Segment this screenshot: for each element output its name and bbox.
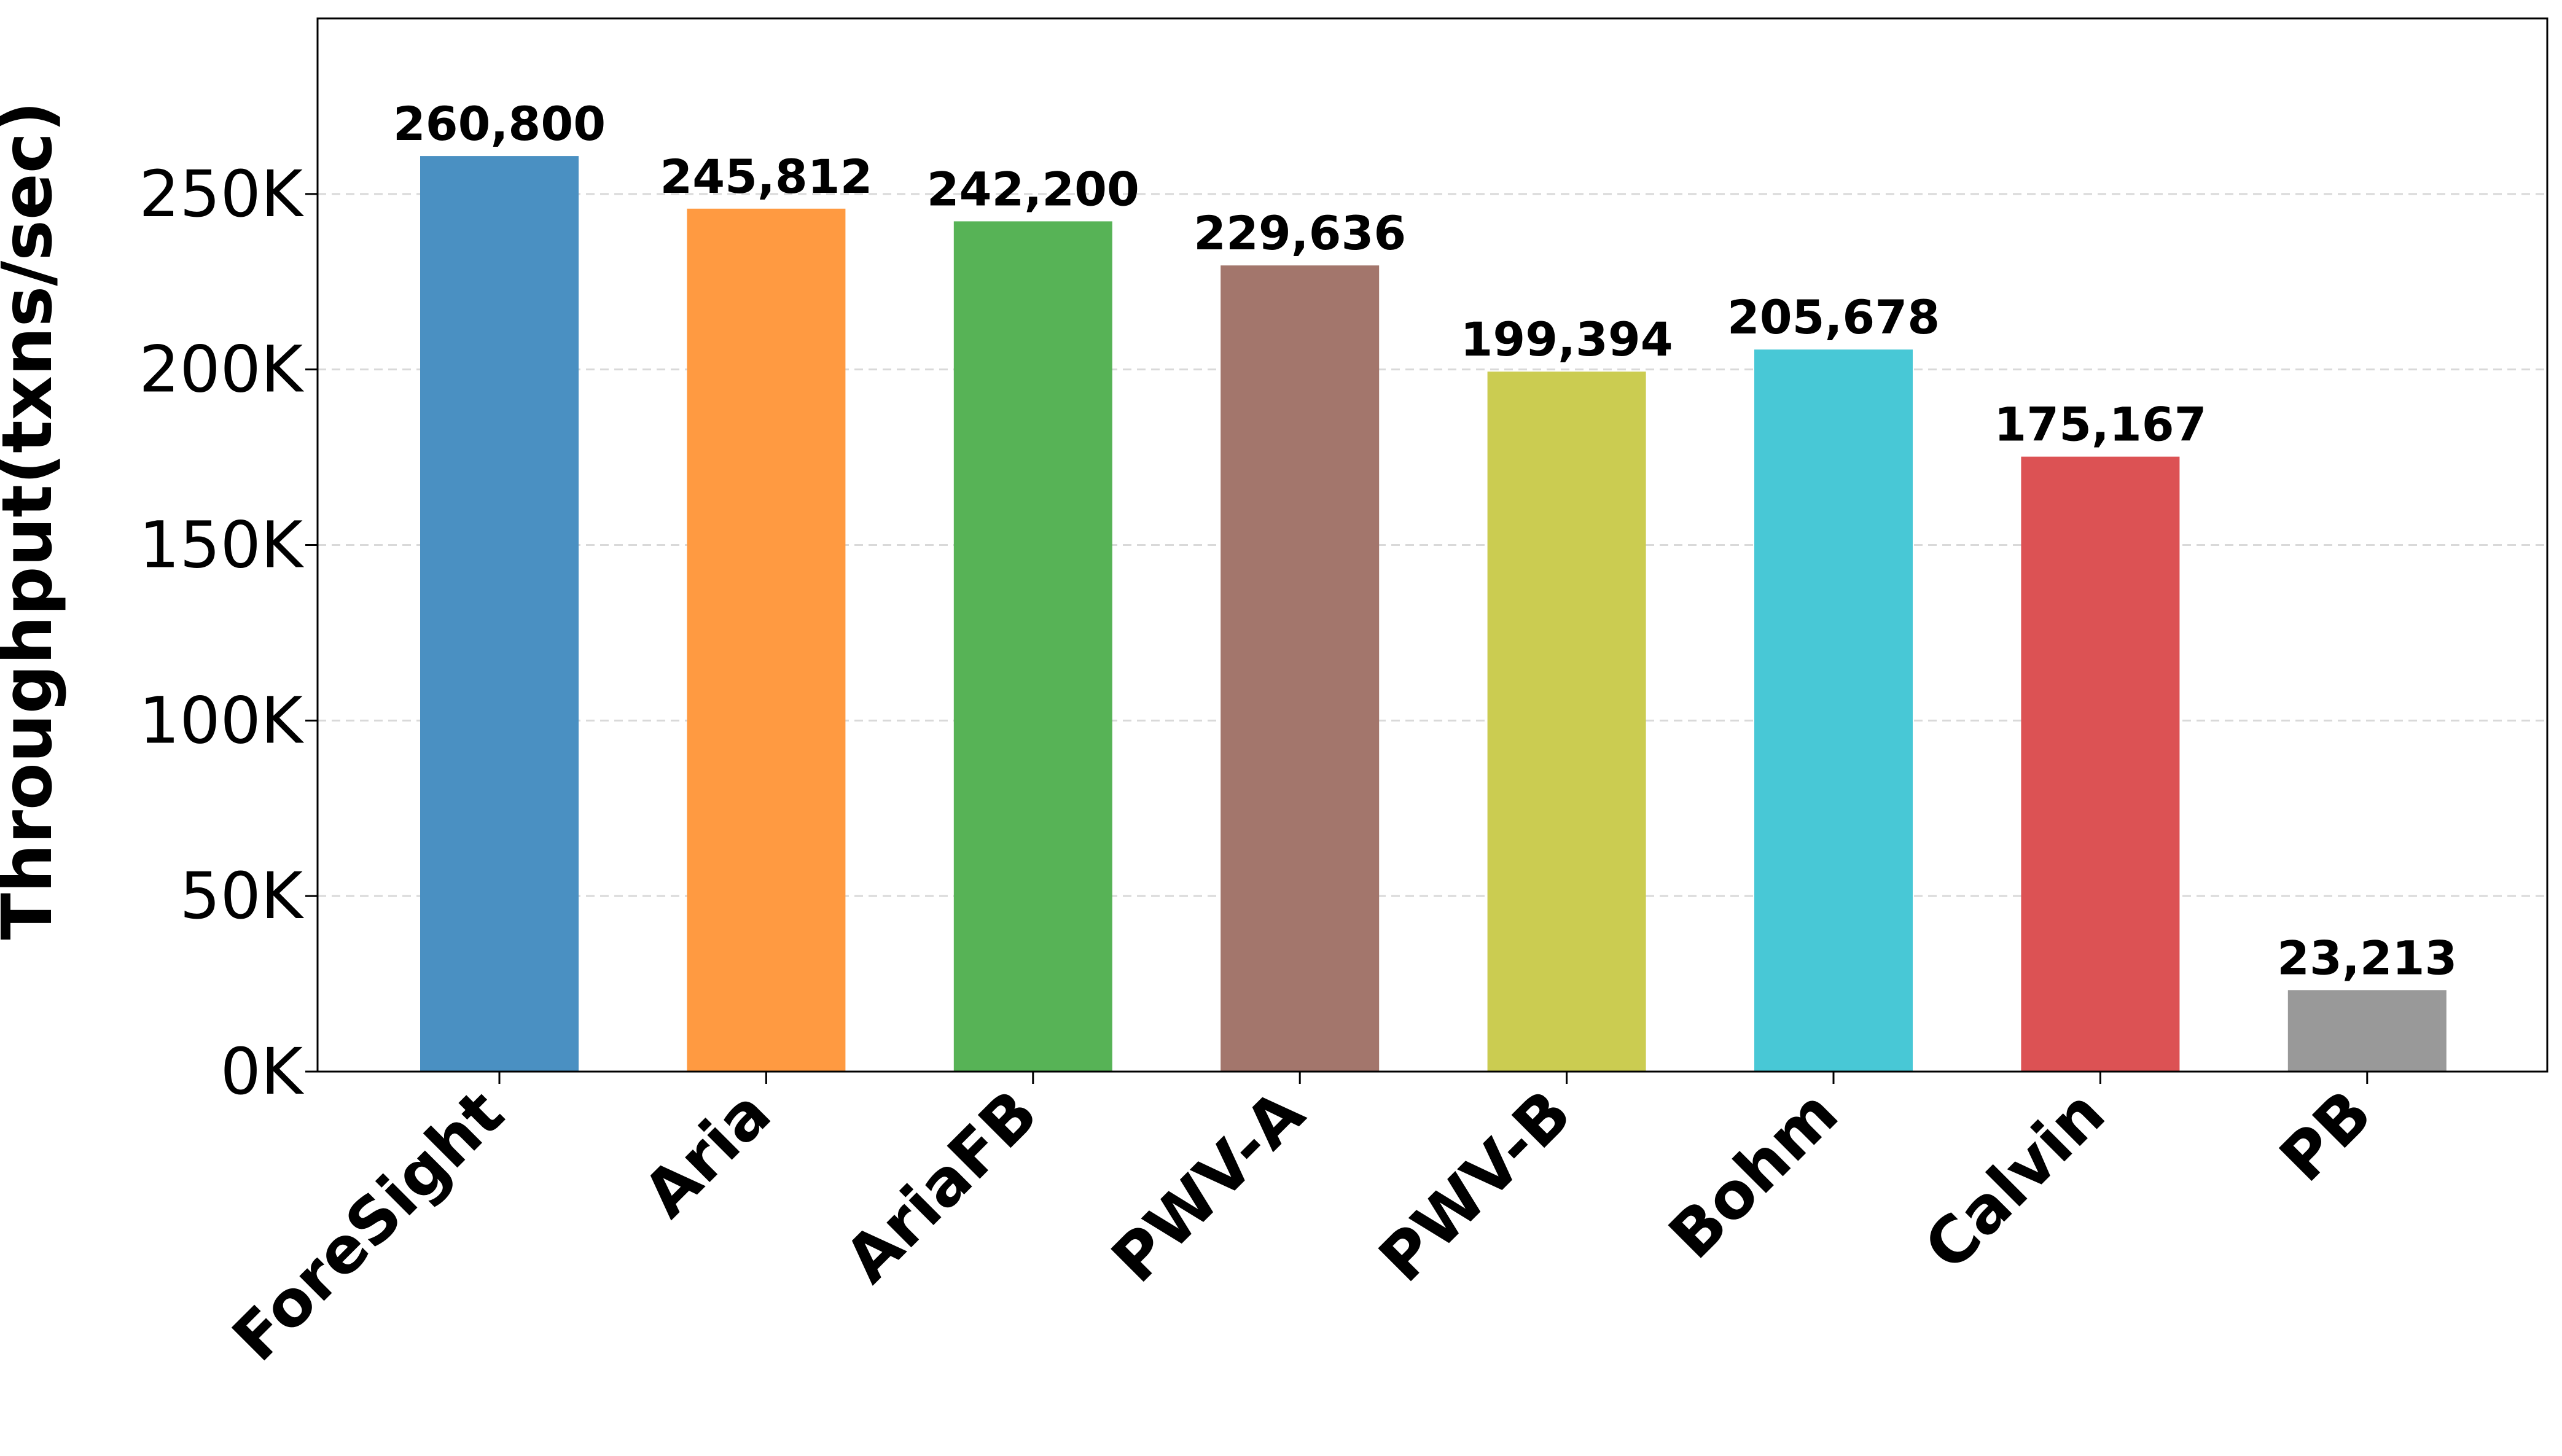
data-label: 175,167: [1994, 397, 2206, 452]
data-labels: 260,800 245,812 242,200 229,636 199,394 205,6…: [393, 96, 2458, 985]
data-label: 229,636: [1193, 206, 1406, 260]
x-tick-label: PB: [2265, 1075, 2386, 1196]
bar: [953, 221, 1112, 1072]
x-tick-label: ForeSight: [218, 1075, 518, 1376]
data-label: 260,800: [393, 96, 606, 151]
y-axis-ticks: 0K 50K 100K 150K 200K 250K: [139, 157, 318, 1109]
data-label: 23,213: [2277, 930, 2457, 985]
y-tick-label: 250K: [139, 157, 305, 232]
x-tick-label: Calvin: [1910, 1075, 2119, 1285]
bar: [1754, 349, 1913, 1072]
bar: [687, 208, 846, 1072]
data-label: 242,200: [927, 162, 1139, 216]
bars: [420, 156, 2447, 1072]
bar: [2287, 990, 2447, 1072]
x-tick-label: AriaFB: [830, 1075, 1052, 1297]
y-axis-label: Throughput(txns/sec): [0, 101, 68, 940]
x-tick-label: Bohm: [1655, 1075, 1853, 1273]
y-tick-label: 50K: [179, 858, 304, 933]
data-label: 245,812: [660, 149, 872, 204]
y-tick-label: 150K: [139, 508, 305, 583]
bar: [1220, 265, 1380, 1072]
data-label: 205,678: [1727, 290, 1940, 345]
data-label: 199,394: [1461, 312, 1673, 367]
x-tick-label: PWV-B: [1365, 1075, 1585, 1296]
bar: [1487, 372, 1646, 1072]
y-tick-label: 0K: [221, 1034, 305, 1109]
bar: [420, 156, 579, 1072]
x-tick-label: Aria: [629, 1075, 785, 1231]
x-axis-ticks: ForeSight Aria AriaFB PWV-A PWV-B Bohm Calvin P…: [218, 1072, 2386, 1376]
grid-lines: [318, 193, 2547, 897]
y-tick-label: 100K: [139, 683, 305, 758]
y-tick-label: 200K: [139, 332, 305, 407]
x-tick-label: PWV-A: [1097, 1075, 1318, 1296]
bar: [2021, 456, 2180, 1072]
